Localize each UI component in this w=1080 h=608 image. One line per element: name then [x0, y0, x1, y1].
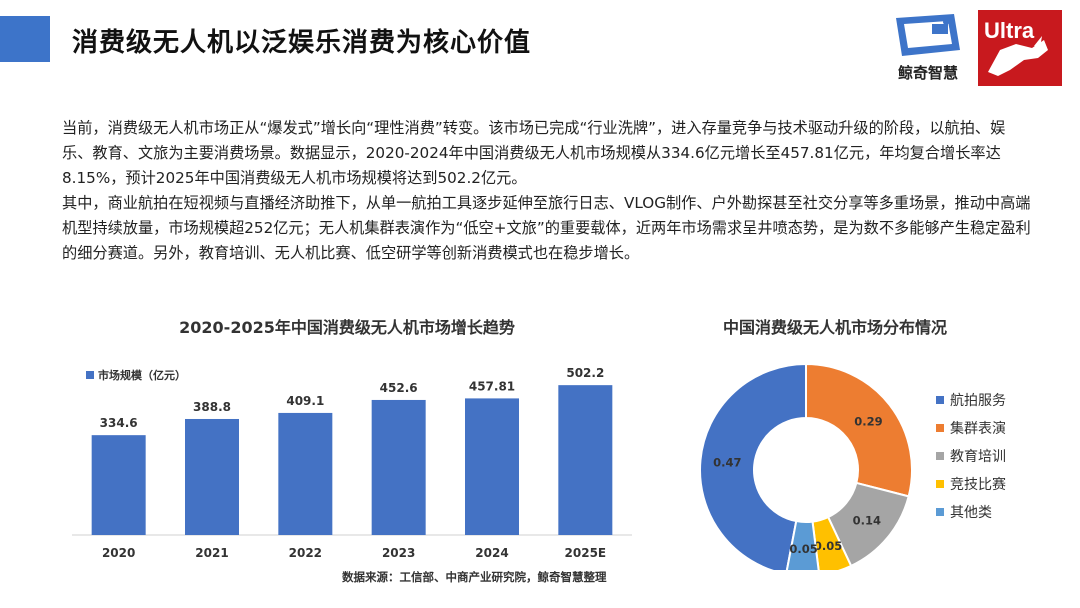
- donut-data-label-集群表演: 0.29: [854, 415, 882, 429]
- bar-value-label-2023: 452.6: [380, 381, 418, 395]
- jingqi-logo-text: 鲸奇智慧: [897, 64, 958, 82]
- jingqi-logo: 鲸奇智慧: [888, 10, 968, 86]
- donut-legend-swatch-集群表演: [936, 424, 944, 432]
- bar-2020: [91, 435, 146, 535]
- bar-value-label-2024: 457.81: [469, 379, 515, 393]
- donut-legend-label-竞技比赛: 竞技比赛: [950, 476, 1006, 493]
- bar-legend-swatch: [86, 371, 94, 379]
- intro-paragraph-1: 当前，消费级无人机市场正从“爆发式”增长向“理性消费”转变。该市场已完成“行业洗…: [62, 119, 1006, 187]
- donut-legend-swatch-竞技比赛: [936, 480, 944, 488]
- donut-legend-swatch-教育培训: [936, 452, 944, 460]
- bar-tick-label-2025E: 2025E: [565, 546, 607, 560]
- donut-legend-label-航拍服务: 航拍服务: [950, 393, 1006, 409]
- bar-value-label-2021: 388.8: [193, 400, 231, 414]
- ultra-logo: Ultra: [978, 10, 1062, 86]
- bar-tick-label-2021: 2021: [195, 546, 228, 560]
- title-accent-block: [0, 16, 50, 62]
- bar-2022: [278, 412, 333, 535]
- donut-data-label-其他类: 0.05: [789, 542, 817, 556]
- source-note: 数据来源：工信部、中商产业研究院，鲸奇智慧整理: [342, 570, 607, 584]
- bar-tick-label-2024: 2024: [475, 546, 508, 560]
- bar-chart-title: 2020-2025年中国消费级无人机市场增长趋势: [179, 318, 515, 337]
- bar-value-label-2025E: 502.2: [566, 366, 604, 380]
- bar-2025E: [558, 385, 613, 535]
- page-title: 消费级无人机以泛娱乐消费为核心价值: [72, 28, 532, 58]
- bar-tick-label-2023: 2023: [382, 546, 415, 560]
- intro-paragraph-2: 其中，商业航拍在短视频与直播经济助推下，从单一航拍工具逐步延伸至旅行日志、VLO…: [62, 194, 1031, 262]
- bar-legend-label: 市场规模（亿元）: [98, 368, 186, 382]
- bar-2021: [185, 418, 239, 535]
- donut-slice-航拍服务: [700, 362, 807, 570]
- donut-data-label-教育培训: 0.14: [853, 513, 881, 527]
- donut-legend-swatch-航拍服务: [936, 396, 944, 404]
- donut-legend-label-集群表演: 集群表演: [950, 420, 1006, 437]
- donut-legend-label-教育培训: 教育培训: [950, 449, 1006, 465]
- bar-value-label-2022: 409.1: [286, 394, 324, 408]
- jingqi-logo-icon: [896, 14, 960, 56]
- intro-text: 当前，消费级无人机市场正从“爆发式”增长向“理性消费”转变。该市场已完成“行业洗…: [62, 116, 1032, 266]
- bar-2024: [465, 398, 519, 535]
- bar-tick-label-2022: 2022: [289, 546, 322, 560]
- donut-slice-集群表演: [805, 362, 913, 498]
- donut-data-label-竞技比赛: 0.05: [814, 539, 842, 553]
- bar-tick-label-2020: 2020: [102, 546, 135, 560]
- ultra-logo-icon: Ultra: [978, 10, 1062, 86]
- bar-chart: 市场规模（亿元） 334.6 2020 388.8 2021 409.1 2022 452.6…: [72, 366, 632, 560]
- donut-data-label-航拍服务: 0.47: [713, 456, 741, 470]
- ultra-logo-text: Ultra: [984, 18, 1035, 43]
- donut-slice-其他类: [785, 519, 820, 570]
- bar-value-label-2020: 334.6: [100, 416, 138, 430]
- donut-legend-label-其他类: 其他类: [950, 505, 992, 521]
- bar-2023: [371, 399, 426, 535]
- donut-chart-title: 中国消费级无人机市场分布情况: [722, 318, 947, 337]
- donut-legend-swatch-其他类: [936, 508, 944, 516]
